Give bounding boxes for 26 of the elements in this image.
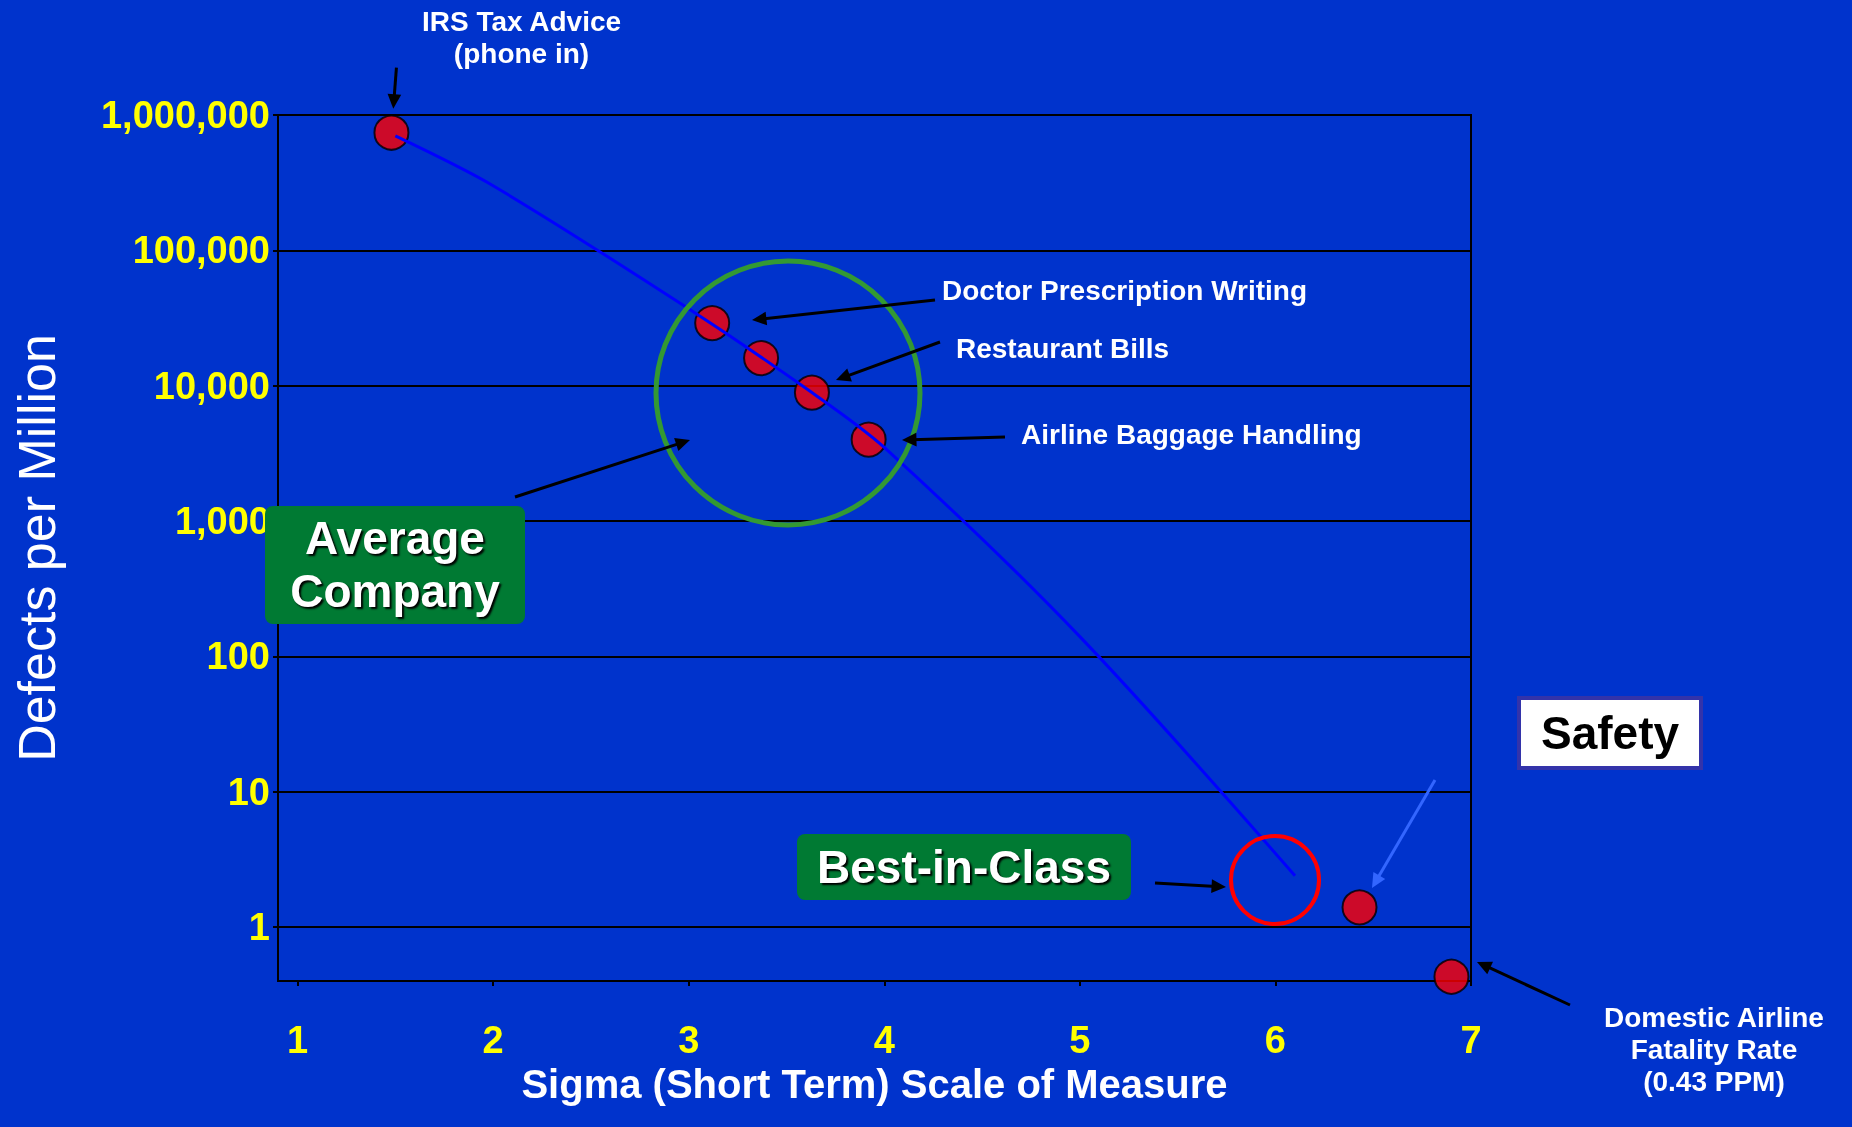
x-tick-label: 1: [286, 1019, 309, 1061]
annotation: Doctor Prescription Writing: [942, 275, 1308, 307]
annotation: Best-in-Class: [797, 834, 1131, 900]
annotation: Airline Baggage Handling: [1021, 419, 1362, 451]
point: [1433, 958, 1470, 995]
y-tick-label: 100: [206, 635, 270, 678]
y-tick-label: 10,000: [153, 364, 270, 407]
x-axis-title: Sigma (Short Term) Scale of Measure: [521, 1061, 1228, 1106]
x-tick-label: 6: [1264, 1019, 1286, 1061]
x-tick-label: 7: [1460, 1019, 1482, 1061]
y-axis-title: Defects per Million: [8, 334, 66, 762]
annotation: Average Company: [290, 512, 500, 617]
x-tick-label: 2: [482, 1019, 504, 1061]
x-tick-label: 4: [873, 1019, 895, 1061]
annotation: IRS Tax Advice (phone in): [421, 5, 622, 70]
x-tick-label: 3: [678, 1019, 700, 1061]
text: Domestic Airline Fatality Rate (0.43 PPM): [1604, 1002, 1824, 1098]
text: Safety: [1517, 696, 1704, 770]
point: [373, 114, 410, 151]
y-tick-label: 10: [227, 770, 270, 813]
y-tick-label: 1,000,000: [100, 94, 270, 136]
point: [1341, 889, 1378, 926]
x-tick-label: 5: [1069, 1019, 1091, 1061]
y-tick-label: 100,000: [132, 229, 270, 272]
annotation: Restaurant Bills: [956, 333, 1170, 365]
y-tick-label: 1: [248, 906, 270, 949]
